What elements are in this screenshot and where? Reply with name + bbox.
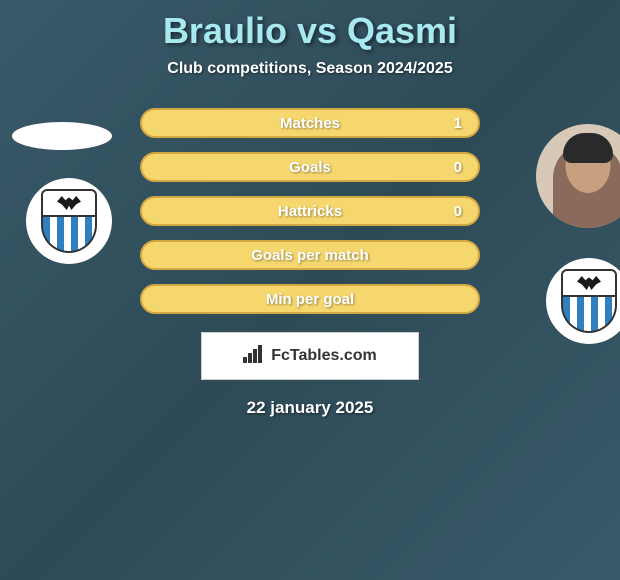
branding-text: FcTables.com bbox=[271, 347, 377, 365]
club-shield-icon bbox=[41, 189, 97, 253]
stat-row: Hattricks 0 bbox=[140, 196, 480, 226]
stat-row: Min per goal bbox=[140, 284, 480, 314]
club-badge-left bbox=[26, 178, 112, 264]
branding-box: FcTables.com bbox=[201, 332, 419, 380]
stat-row: Goals 0 bbox=[140, 152, 480, 182]
date-label: 22 january 2025 bbox=[0, 398, 620, 418]
page-title: Braulio vs Qasmi bbox=[0, 10, 620, 52]
bar-chart-icon bbox=[243, 345, 265, 368]
stat-label: Hattricks bbox=[278, 203, 342, 220]
stat-row: Goals per match bbox=[140, 240, 480, 270]
stat-label: Goals bbox=[289, 159, 331, 176]
stat-value: 0 bbox=[454, 203, 462, 220]
player-photo-left bbox=[12, 122, 112, 150]
stat-value: 0 bbox=[454, 159, 462, 176]
club-shield-icon bbox=[561, 269, 617, 333]
subtitle: Club competitions, Season 2024/2025 bbox=[0, 60, 620, 78]
stat-value: 1 bbox=[454, 115, 462, 132]
stat-label: Matches bbox=[280, 115, 340, 132]
stat-row: Matches 1 bbox=[140, 108, 480, 138]
stat-label: Goals per match bbox=[251, 247, 369, 264]
stat-label: Min per goal bbox=[266, 291, 354, 308]
